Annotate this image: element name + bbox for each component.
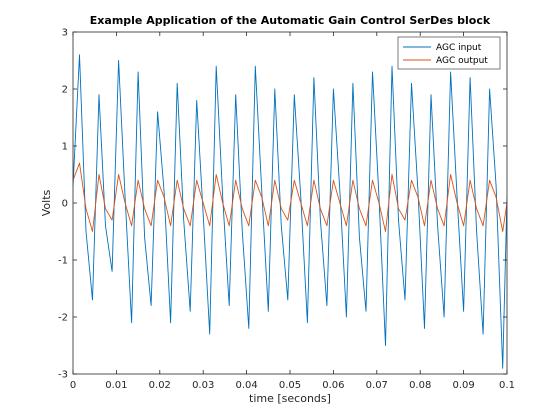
legend: AGC input AGC output [397,36,501,70]
y-axis: -3 -2 -1 0 1 2 3 [58,28,507,381]
x-tick-label: 0.04 [235,380,257,391]
x-tick-label: 0.05 [279,380,301,391]
x-tick-label: 0.06 [322,380,344,391]
x-axis-label: time [seconds] [249,392,331,405]
legend-box [397,36,501,70]
legend-label-1: AGC input [436,43,482,53]
x-tick-label: 0.1 [499,380,515,391]
plot-area [73,32,507,374]
x-axis: 0 0.01 0.02 0.03 0.04 0.05 0.06 0.07 0.08 0.09 0.1 [70,32,515,391]
y-tick-label: 2 [62,85,68,96]
y-tick-label: 0 [62,199,68,210]
x-tick-label: 0.08 [409,380,431,391]
x-tick-label: 0.02 [149,380,171,391]
series-group [73,54,507,369]
y-tick-label: 1 [62,142,68,153]
x-tick-label: 0.03 [192,380,214,391]
series-line-2 [73,162,507,232]
x-tick-label: 0.09 [452,380,474,391]
y-tick-label: 3 [62,28,68,39]
y-axis-label: Volts [40,189,53,216]
x-tick-label: 0 [70,380,76,391]
y-tick-label: -3 [58,370,68,381]
x-tick-label: 0.07 [366,380,388,391]
chart-title: Example Application of the Automatic Gai… [90,14,491,27]
legend-label-2: AGC output [436,56,488,66]
x-tick-label: 0.01 [105,380,127,391]
y-tick-label: -1 [58,256,68,267]
y-tick-label: -2 [58,313,68,324]
